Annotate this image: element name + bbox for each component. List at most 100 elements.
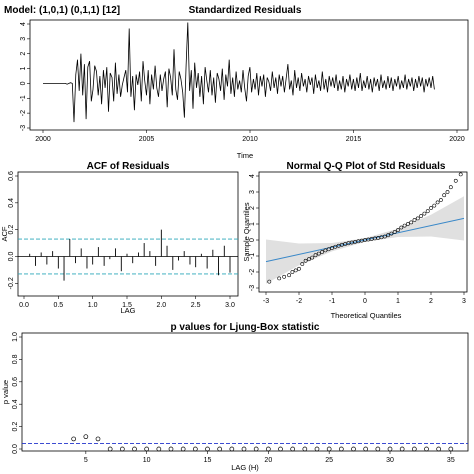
acf-y-label: ACF (0, 226, 9, 241)
qq-point (306, 257, 311, 262)
qq-point (392, 230, 397, 234)
qq-x-tick-label: 1 (396, 298, 400, 305)
residuals-x-tick-label: 2005 (139, 136, 155, 143)
residuals-x-tick-label: 2010 (242, 136, 258, 143)
qq-point (415, 216, 420, 221)
qq-point (326, 247, 331, 252)
ljung-box-x-axis: 5 10 15 20 25 30 35 (84, 451, 455, 464)
qq-point (453, 178, 458, 183)
residuals-y-tick-label: 4 (20, 22, 27, 26)
qq-point (409, 220, 414, 225)
qq-point (313, 253, 318, 258)
ljung-box-point (351, 446, 356, 452)
qq-point (432, 203, 437, 208)
qq-point (389, 231, 394, 236)
ljung-box-point (448, 446, 454, 452)
ljung-box-point (71, 436, 77, 442)
residuals-x-axis: 2000 2005 2010 2015 2020 (35, 130, 465, 143)
ljung-box-point (205, 446, 210, 452)
acf-x-tick-label: 1.0 (88, 302, 98, 309)
ljung-box-point (156, 446, 162, 452)
residuals-plot-frame (29, 19, 469, 131)
acf-x-tick-label: 3.0 (225, 302, 235, 309)
acf-x-label: LAG (120, 306, 135, 315)
ljung-box-title: p values for Ljung-Box statistic (171, 322, 320, 333)
qq-x-tick-label: 0 (363, 298, 367, 305)
qq-y-tick-label: -2 (249, 269, 256, 275)
acf-bars (29, 229, 231, 281)
model-label: Model: (1,0,1) (0,1,1) [12] (4, 5, 120, 16)
residuals-y-tick-label: 1 (20, 67, 27, 71)
qq-point (422, 211, 427, 216)
qq-x-label: Theoretical Quantiles (331, 311, 402, 320)
residuals-title: Standardized Residuals (189, 5, 302, 16)
qq-point (405, 222, 410, 226)
qq-point (316, 251, 321, 256)
ljung-box-x-tick-label: 30 (386, 457, 394, 464)
ljung-box-point (411, 446, 417, 452)
ljung-box-x-tick-label: 10 (143, 457, 151, 464)
acf-x-tick-label: 1.5 (122, 302, 132, 309)
acf-y-axis: -0.2 0.0 0.2 0.4 0.6 (8, 171, 18, 289)
qq-y-tick-label: 4 (249, 174, 256, 178)
qq-x-tick-label: 3 (462, 298, 466, 305)
ljung-box-point (95, 436, 101, 442)
qq-point (435, 200, 440, 205)
qq-y-axis: -3 -2 -1 0 1 2 3 4 (249, 174, 259, 291)
qq-point (287, 273, 292, 278)
residuals-y-tick-label: 0 (20, 81, 27, 85)
acf-plot-frame (17, 171, 239, 297)
residuals-y-tick-label: -1 (20, 95, 27, 101)
qq-point (336, 243, 341, 248)
ljung-box-y-label: p value (1, 380, 10, 404)
acf-y-tick-label: 0.6 (8, 171, 15, 181)
ljung-box-y-tick-label: 0.0 (12, 444, 19, 454)
acf-x-tick-label: 0.0 (19, 302, 29, 309)
acf-y-tick-label: 0.4 (8, 198, 15, 208)
qq-y-label: Sample Quantiles (242, 202, 251, 261)
ljung-box-y-tick-label: 0.2 (12, 422, 19, 432)
qq-point (445, 190, 450, 194)
qq-point (425, 209, 430, 214)
acf-x-tick-label: 0.5 (53, 302, 63, 309)
acf-title: ACF of Residuals (87, 161, 170, 172)
qq-point (386, 233, 391, 238)
qq-point (290, 270, 295, 274)
qq-point (333, 244, 338, 249)
residuals-x-tick-label: 2020 (449, 136, 465, 143)
ljung-box-x-tick-label: 20 (264, 457, 272, 464)
ljung-box-point (375, 446, 381, 452)
ljung-box-point (107, 446, 113, 452)
ljung-box-x-label: LAG (H) (231, 463, 259, 472)
qq-point (300, 262, 305, 266)
residuals-y-tick-label: 2 (20, 52, 27, 56)
residuals-x-tick-label: 2015 (346, 136, 362, 143)
ljung-box-point (119, 446, 125, 452)
qq-point (282, 274, 287, 279)
qq-y-tick-label: 2 (249, 206, 256, 210)
ljung-box-y-tick-label: 0.6 (12, 377, 19, 387)
qq-x-tick-label: -3 (263, 298, 269, 305)
ljung-box-point (338, 446, 344, 452)
residuals-x-label: Time (237, 151, 253, 160)
ljung-box-point (278, 446, 283, 452)
acf-x-axis: 0.0 0.5 1.0 1.5 2.0 2.5 3.0 (19, 296, 235, 309)
acf-y-tick-label: -0.2 (8, 277, 15, 289)
qq-point (310, 255, 315, 260)
qq-point (438, 198, 443, 202)
qq-point (419, 214, 424, 218)
qq-x-tick-label: -1 (329, 298, 335, 305)
qq-y-tick-label: 1 (249, 222, 256, 226)
ljung-box-x-tick-label: 35 (447, 457, 455, 464)
qq-plot-frame (258, 171, 468, 293)
ljung-box-point (314, 446, 320, 452)
ljung-box-point (229, 446, 235, 452)
qq-point (297, 266, 301, 271)
acf-y-tick-label: 0.2 (8, 225, 15, 235)
ljung-box-point (217, 446, 223, 452)
ljung-box-point (387, 446, 393, 452)
residuals-y-tick-label: -2 (20, 110, 27, 116)
qq-point (277, 276, 282, 281)
ljung-box-y-tick-label: 0.4 (12, 399, 19, 409)
ljung-box-point (180, 446, 186, 452)
